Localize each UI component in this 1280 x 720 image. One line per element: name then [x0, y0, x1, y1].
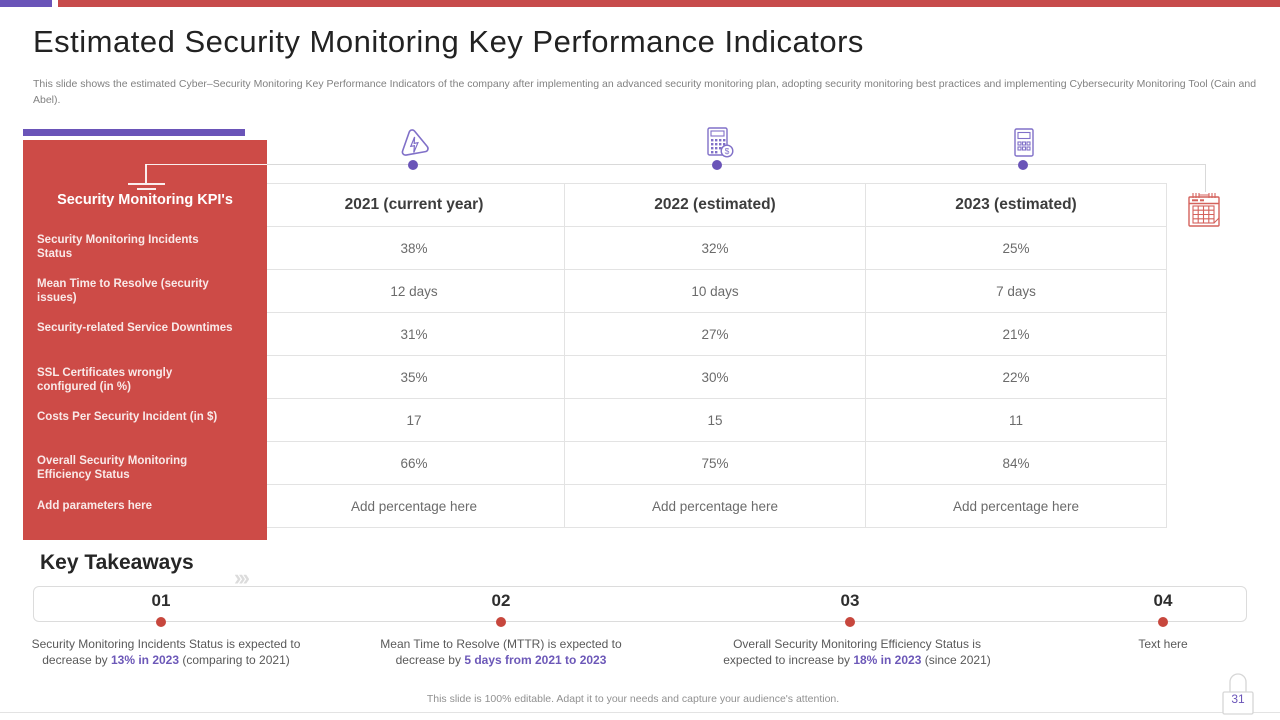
takeaway-dot-3: [845, 617, 855, 627]
kpi-item-costs-per-incident: Costs Per Security Incident (in $): [37, 411, 218, 423]
cell-value: 38%: [263, 226, 565, 270]
takeaway-text-accent: 13% in 2023: [110, 653, 180, 667]
takeaway-text-post: (comparing to 2021): [179, 653, 290, 667]
takeaway-dot-4: [1158, 617, 1168, 627]
table-row: 12 days 10 days 7 days: [263, 269, 1167, 313]
cell-value: 11: [865, 398, 1167, 442]
takeaway-dot-1: [156, 617, 166, 627]
page-number: 31: [1231, 692, 1245, 706]
connector-line-white: [146, 164, 267, 165]
kpi-item-overall-efficiency: Overall Security Monitoring Efficiency S…: [37, 455, 188, 481]
column-header-2023: 2023 (estimated): [865, 183, 1167, 227]
slide-description: This slide shows the estimated Cyber–Sec…: [33, 78, 1257, 107]
table-row: 31% 27% 21%: [263, 312, 1167, 356]
cell-value: 17: [263, 398, 565, 442]
table-row: 38% 32% 25%: [263, 226, 1167, 270]
takeaway-text-pre: Security Monitoring Incidents Status is …: [31, 637, 301, 667]
cell-value: 31%: [263, 312, 565, 356]
cell-value: 35%: [263, 355, 565, 399]
key-takeaways-heading: Key Takeaways: [40, 551, 194, 574]
ground-symbol-bar1: [128, 183, 165, 185]
takeaway-text-2: Mean Time to Resolve (MTTR) is expected …: [376, 636, 626, 668]
cell-value: 66%: [263, 441, 565, 485]
lock-icon: 31: [1219, 661, 1257, 715]
ground-symbol-bar2: [137, 188, 156, 190]
takeaway-text-pre: Mean Time to Resolve (MTTR) is expected …: [380, 637, 622, 667]
top-accent-bar-purple: [0, 0, 52, 7]
timeline-line: [267, 164, 1206, 165]
sidebar-accent-bar: [23, 129, 245, 136]
kpi-item-incidents-status: Security Monitoring Incidents Status: [37, 234, 199, 260]
cell-value: 84%: [865, 441, 1167, 485]
takeaway-text-3: Overall Security Monitoring Efficiency S…: [712, 636, 1002, 668]
svg-text:$: $: [725, 146, 730, 156]
takeaway-number-4: 04: [1153, 591, 1173, 610]
column-header-2021: 2021 (current year): [263, 183, 565, 227]
takeaway-timeline-box: [33, 586, 1247, 622]
top-accent-bar-red: [58, 0, 1280, 7]
takeaway-text-accent: 5 days from 2021 to 2023: [464, 653, 607, 667]
takeaway-text-pre: Overall Security Monitoring Efficiency S…: [723, 637, 981, 667]
takeaway-number-1: 01: [151, 591, 171, 610]
takeaway-text-1: Security Monitoring Incidents Status is …: [26, 636, 306, 668]
table-row: 17 15 11: [263, 398, 1167, 442]
cell-placeholder[interactable]: Add percentage here: [865, 484, 1167, 528]
footer-divider: [0, 712, 1280, 713]
calendar-icon: [1185, 190, 1223, 230]
cell-value: 15: [564, 398, 866, 442]
footer-note: This slide is 100% editable. Adapt it to…: [426, 693, 840, 705]
cell-value: 25%: [865, 226, 1167, 270]
ground-symbol-icon: [145, 164, 147, 183]
cell-value: 10 days: [564, 269, 866, 313]
cell-value: 75%: [564, 441, 866, 485]
kpi-panel-title: Security Monitoring KPI's: [57, 192, 233, 208]
kpi-item-mean-time-resolve: Mean Time to Resolve (security issues): [37, 278, 209, 304]
table-row: 66% 75% 84%: [263, 441, 1167, 485]
table-row: 35% 30% 22%: [263, 355, 1167, 399]
cell-placeholder[interactable]: Add percentage here: [263, 484, 565, 528]
chevron-arrows-icon: ›››: [234, 565, 250, 590]
kpi-item-add-parameters[interactable]: Add parameters here: [37, 500, 153, 512]
table-row: Add percentage here Add percentage here …: [263, 484, 1167, 528]
cell-value: 21%: [865, 312, 1167, 356]
table-header-row: 2021 (current year) 2022 (estimated) 202…: [263, 183, 1167, 227]
timeline-dot-2021: [408, 160, 418, 170]
takeaway-number-2: 02: [491, 591, 511, 610]
timeline-drop-line: [1205, 164, 1206, 192]
takeaway-dot-2: [496, 617, 506, 627]
timeline-dot-2022: [712, 160, 722, 170]
kpi-panel: Security Monitoring KPI's Security Monit…: [23, 140, 267, 540]
takeaway-text-pre[interactable]: Text here: [1138, 637, 1188, 651]
warning-lightning-icon: [395, 124, 433, 162]
calculator-icon: [1006, 125, 1042, 161]
cell-value: 7 days: [865, 269, 1167, 313]
kpi-item-service-downtimes: Security-related Service Downtimes: [37, 322, 233, 334]
cell-value: 12 days: [263, 269, 565, 313]
cell-value: 30%: [564, 355, 866, 399]
cell-value: 22%: [865, 355, 1167, 399]
calculator-dollar-icon: $: [699, 124, 737, 162]
column-header-2022: 2022 (estimated): [564, 183, 866, 227]
takeaway-text-4[interactable]: Text here: [1063, 636, 1263, 652]
page-title: Estimated Security Monitoring Key Perfor…: [33, 24, 864, 59]
kpi-item-ssl-certificates: SSL Certificates wrongly configured (in …: [37, 367, 173, 393]
takeaway-text-post: (since 2021): [921, 653, 991, 667]
cell-placeholder[interactable]: Add percentage here: [564, 484, 866, 528]
kpi-table: 2021 (current year) 2022 (estimated) 202…: [263, 183, 1167, 528]
takeaway-number-3: 03: [840, 591, 860, 610]
timeline-dot-2023: [1018, 160, 1028, 170]
takeaway-text-accent: 18% in 2023: [853, 653, 922, 667]
cell-value: 32%: [564, 226, 866, 270]
cell-value: 27%: [564, 312, 866, 356]
